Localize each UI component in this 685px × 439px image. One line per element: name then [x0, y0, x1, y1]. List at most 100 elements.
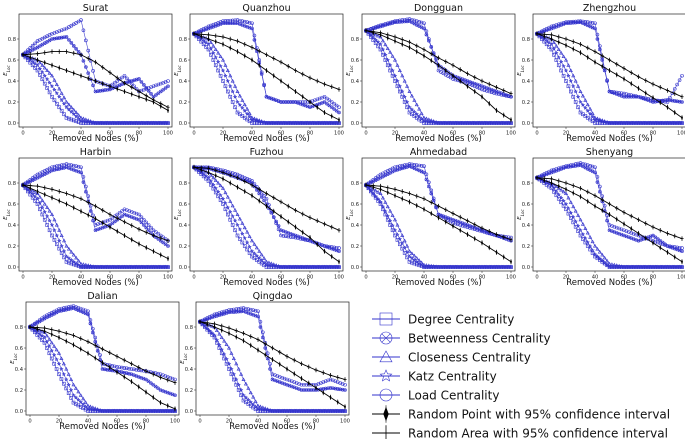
data-point — [125, 208, 129, 212]
data-point — [74, 255, 79, 260]
data-point — [291, 100, 295, 104]
data-point — [36, 57, 39, 63]
data-point — [208, 178, 214, 184]
data-point — [487, 81, 491, 87]
y-tick-label: 0.2 — [351, 244, 359, 250]
data-point — [249, 117, 255, 122]
data-point — [113, 219, 117, 224]
data-point — [79, 165, 83, 170]
data-point — [59, 163, 64, 167]
data-point — [242, 244, 247, 248]
legend-entry-degree-centrality: Degree Centrality — [372, 312, 514, 326]
data-point — [216, 50, 221, 55]
data-point — [563, 57, 569, 62]
data-point — [235, 89, 240, 93]
x-tick-label: 60 — [450, 275, 457, 281]
data-point — [166, 84, 170, 89]
x-tick-label: 60 — [284, 419, 291, 425]
data-point — [91, 83, 95, 88]
y-tick-label: 0.2 — [15, 388, 23, 394]
data-point — [59, 28, 64, 33]
data-point — [294, 88, 297, 95]
data-point — [35, 62, 40, 68]
data-point — [369, 27, 373, 31]
data-point — [580, 93, 585, 98]
series-load-centrality — [21, 162, 170, 243]
data-point — [208, 46, 214, 51]
data-point — [286, 100, 291, 104]
data-point — [480, 78, 484, 84]
y-tick-label: 0.8 — [8, 37, 16, 43]
y-tick-label: 0.6 — [15, 346, 23, 352]
data-point — [84, 38, 88, 43]
data-point — [419, 116, 424, 121]
data-point — [390, 68, 395, 73]
x-axis-label: Removed Nodes (%) — [566, 278, 653, 288]
data-point — [624, 92, 629, 96]
y-tick-label: 0.8 — [185, 325, 193, 331]
data-point — [223, 84, 228, 89]
data-point — [648, 97, 653, 102]
data-point — [199, 36, 204, 41]
y-tick-label: 0.2 — [522, 244, 530, 250]
data-point — [368, 32, 373, 37]
data-point — [576, 105, 580, 110]
data-point — [378, 191, 383, 195]
data-point — [250, 182, 254, 188]
data-point — [57, 246, 62, 251]
data-point — [426, 119, 431, 124]
data-point — [52, 31, 57, 35]
y-tick-label: 0.0 — [522, 265, 530, 271]
data-point — [301, 211, 305, 217]
data-point — [430, 57, 433, 64]
data-point — [586, 54, 589, 61]
data-point — [305, 238, 310, 243]
data-point — [271, 97, 276, 102]
data-point — [329, 100, 334, 104]
data-point — [559, 21, 563, 26]
data-point — [338, 117, 340, 123]
data-point — [624, 94, 629, 99]
y-tick-label: 0.6 — [351, 202, 359, 208]
data-point — [264, 262, 269, 267]
data-point — [57, 163, 62, 168]
data-point — [568, 68, 573, 72]
data-point — [488, 100, 491, 107]
data-point — [71, 107, 76, 112]
data-point — [243, 42, 247, 47]
data-point — [637, 85, 640, 91]
data-point — [556, 47, 561, 52]
data-point — [643, 96, 648, 101]
data-point — [383, 200, 388, 204]
data-point — [588, 111, 593, 116]
data-point — [316, 241, 319, 248]
data-point — [55, 101, 59, 106]
x-tick-label: 80 — [479, 131, 486, 137]
data-point — [557, 39, 560, 45]
data-point — [78, 118, 84, 123]
data-point — [293, 235, 298, 240]
data-point — [272, 73, 275, 79]
legend-marker-thin-diamond — [383, 405, 389, 423]
data-point — [546, 40, 552, 45]
data-point — [72, 50, 76, 56]
data-point — [33, 41, 37, 46]
data-point — [229, 180, 232, 186]
series-betweenness-centrality — [21, 35, 170, 99]
data-point — [218, 63, 223, 68]
data-point — [378, 41, 383, 47]
data-point — [213, 47, 218, 52]
data-point — [79, 196, 83, 201]
data-point — [303, 100, 307, 104]
y-tick-label: 0.8 — [179, 37, 187, 43]
panel-dongguan: Dongguan Removed Nodes (%) ELoc 0 20 40 60 80 10… — [346, 3, 516, 144]
data-point — [337, 246, 341, 250]
data-point — [400, 18, 405, 22]
data-point — [220, 196, 226, 201]
data-point — [259, 258, 264, 263]
data-point — [52, 164, 57, 169]
data-point — [36, 188, 39, 195]
data-point — [257, 249, 262, 253]
plot-frame — [189, 157, 344, 272]
x-tick-label: 40 — [85, 419, 92, 425]
